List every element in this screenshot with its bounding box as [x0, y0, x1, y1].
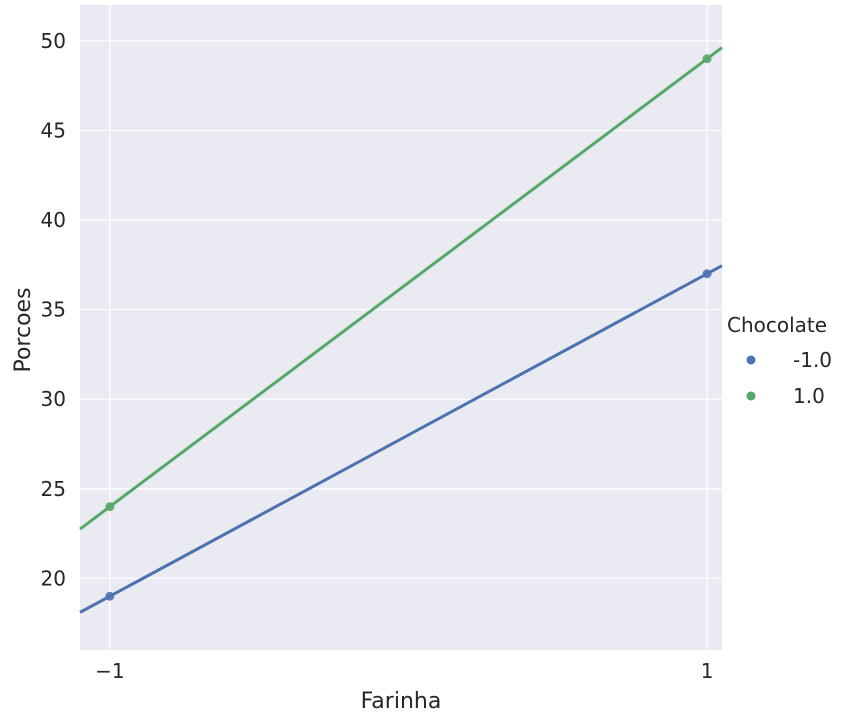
regression-lines	[79, 46, 723, 614]
x-tick-label: 1	[701, 659, 714, 683]
legend: Chocolate -1.0 1.0	[727, 313, 832, 408]
legend-marker-series-1	[746, 391, 756, 401]
data-point-series-1	[702, 54, 712, 64]
y-tick-label: 30	[41, 387, 66, 411]
y-tick-label: 35	[41, 298, 66, 322]
y-tick-label: 20	[41, 566, 66, 590]
data-points	[105, 54, 712, 601]
plot-background	[80, 5, 722, 650]
grid	[80, 5, 722, 650]
y-tick-label: 45	[41, 118, 66, 142]
legend-label-series-1: 1.0	[793, 384, 825, 408]
x-axis-label: Farinha	[361, 689, 442, 714]
x-tick-label: −1	[95, 659, 124, 683]
y-axis-label: Porcoes	[11, 287, 36, 372]
data-point-series-1	[105, 502, 115, 512]
regression-line-series-0	[79, 264, 723, 614]
y-tick-label: 25	[41, 477, 66, 501]
data-point-series-0	[702, 269, 712, 279]
tick-labels: 20 25 30 35 40 45 50 −1 1	[41, 29, 714, 683]
legend-title: Chocolate	[727, 313, 827, 337]
legend-marker-series-0	[746, 355, 756, 365]
legend-label-series-0: -1.0	[793, 348, 832, 372]
regression-line-series-1	[79, 46, 723, 531]
y-tick-label: 50	[41, 29, 66, 53]
data-point-series-0	[105, 591, 115, 601]
y-tick-label: 40	[41, 208, 66, 232]
